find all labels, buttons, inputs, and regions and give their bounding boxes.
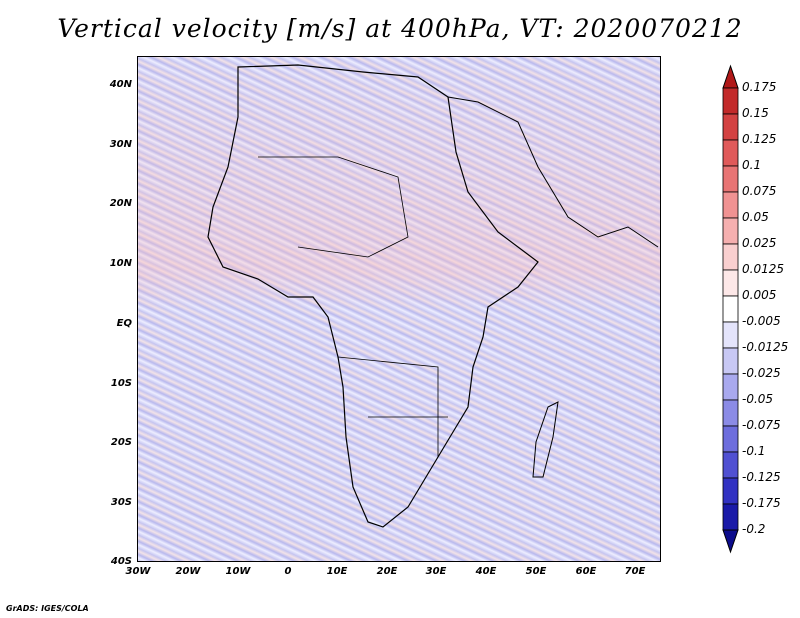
colorbar-label: -0.1 (742, 444, 766, 458)
y-axis-label: EQ (116, 318, 132, 329)
colorbar-cell (722, 139, 739, 167)
y-axis-label: 20N (109, 198, 132, 209)
x-axis-label: 10E (326, 566, 348, 577)
colorbar-top-arrow (722, 64, 739, 89)
y-axis-label: 40S (110, 556, 132, 567)
y-axis-label: 40N (109, 79, 132, 90)
colorbar-cell (722, 321, 739, 349)
colorbar-cell (722, 165, 739, 193)
x-axis-label: 60E (575, 566, 597, 577)
colorbar-label: -0.2 (742, 522, 766, 536)
colorbar-label: -0.125 (742, 470, 781, 484)
colorbar-cell (722, 373, 739, 401)
colorbar-cell (722, 477, 739, 505)
africa-outline (207, 64, 659, 528)
colorbar-bottom-arrow (722, 529, 739, 554)
colorbar-label: -0.0125 (742, 340, 789, 354)
y-axis-label: 20S (110, 437, 132, 448)
colorbar-cell (722, 347, 739, 375)
velocity-map (137, 56, 661, 562)
credit-text: GrADS: IGES/COLA (6, 604, 89, 613)
x-axis-label: 20W (175, 566, 201, 577)
colorbar-cell (722, 269, 739, 297)
x-axis-label: 70E (624, 566, 646, 577)
colorbar-label: -0.075 (742, 418, 781, 432)
colorbar-label: 0.05 (742, 210, 769, 224)
x-axis-label: 50E (525, 566, 547, 577)
colorbar-label: 0.0125 (742, 262, 784, 276)
colorbar-cell (722, 399, 739, 427)
colorbar-label: 0.075 (742, 184, 777, 198)
x-axis-label: 40E (475, 566, 497, 577)
y-axis-label: 10N (109, 258, 132, 269)
colorbar-label: -0.05 (742, 392, 774, 406)
x-axis-label: 0 (284, 566, 292, 577)
colorbar-label: 0.005 (742, 288, 777, 302)
colorbar-cell (722, 425, 739, 453)
colorbar-cell (722, 217, 739, 245)
colorbar-label: 0.025 (742, 236, 777, 250)
colorbar-cell (722, 295, 739, 323)
colorbar-cell (722, 503, 739, 531)
colorbar-label: 0.175 (742, 80, 777, 94)
map-title: Vertical velocity [m/s] at 400hPa, VT: 2… (57, 14, 743, 43)
y-axis-label: 30N (109, 139, 132, 150)
y-axis-label: 30S (110, 497, 132, 508)
colorbar-label: 0.125 (742, 132, 777, 146)
x-axis-label: 20E (376, 566, 398, 577)
colorbar-cell (722, 191, 739, 219)
colorbar-cell (722, 243, 739, 271)
colorbar-cell (722, 451, 739, 479)
colorbar-label: -0.175 (742, 496, 781, 510)
colorbar-label: -0.025 (742, 366, 781, 380)
colorbar-label: -0.005 (742, 314, 781, 328)
y-axis-label: 10S (110, 378, 132, 389)
colorbar-label: 0.15 (742, 106, 769, 120)
colorbar-label: 0.1 (742, 158, 762, 172)
colorbar-cell (722, 87, 739, 115)
x-axis-label: 30E (425, 566, 447, 577)
colorbar-svg (722, 64, 739, 554)
x-axis-label: 30W (125, 566, 151, 577)
x-axis-label: 10W (225, 566, 251, 577)
colorbar-cell (722, 113, 739, 141)
